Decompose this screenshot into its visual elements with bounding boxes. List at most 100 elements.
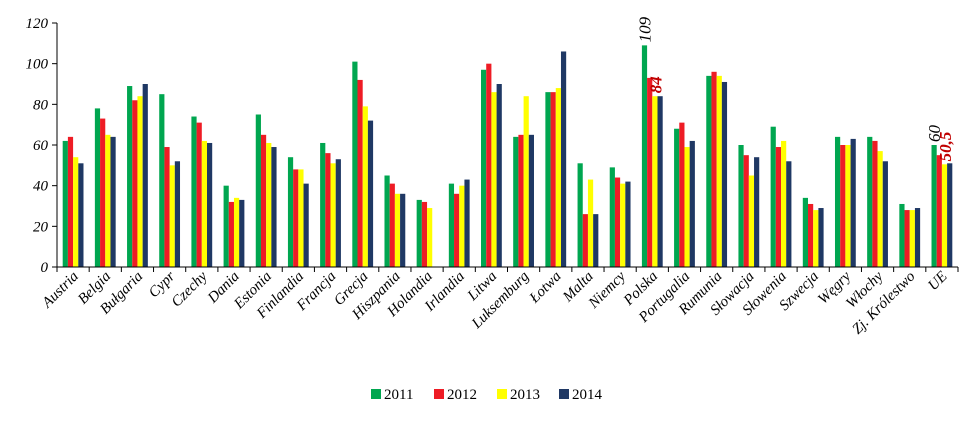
bar-2013-Francja [330,163,336,267]
bar-2012-Rumunia [711,71,717,267]
bar-2011-Malta [577,163,583,267]
bar-2014-Litwa [496,84,502,267]
legend-swatch-2014 [559,389,569,399]
bar-2014-Austria [78,163,84,267]
bar-2012-Estonia [260,134,267,267]
bar-2014-Irlandia [464,179,470,267]
bar-2013-Grecja [362,106,368,268]
bar-2013-Irlandia [459,185,465,267]
bar-2014-Słowenia [786,161,792,267]
bar-2011-Rumunia [706,75,712,268]
value-annotation: 60 [925,125,944,143]
bar-2013-Hiszpania [394,193,401,267]
bar-2013-Austria [73,157,79,267]
bar-2012-Włochy [872,140,878,267]
bar-2012-Zj. Królestwo [904,210,910,267]
legend-swatch-2012 [434,389,444,399]
bar-2014-Finlandia [303,183,309,267]
bar-2012-Finlandia [293,169,299,267]
bar-2011-Węgry [834,136,841,267]
bar-2011-Estonia [255,114,261,267]
value-annotation: 50,5 [936,131,955,161]
bar-2014-Dania [239,199,245,267]
bar-2011-UE [931,145,937,267]
bar-2013-Łotwa [555,88,561,267]
bar-2012-Austria [67,136,74,267]
y-tick-label: 0 [41,260,49,276]
bar-2011-Finlandia [287,157,294,267]
legend-label-2012: 2012 [447,387,477,403]
bar-2011-Litwa [481,69,487,268]
bar-2011-Portugalia [674,128,680,267]
bar-2012-Hiszpania [389,183,395,267]
bar-2013-Słowacja [748,175,755,267]
bar-2012-Luksemburg [518,134,524,267]
bar-2012-Portugalia [679,122,685,267]
x-tick-label: UE [925,269,950,294]
bar-2012-Bułgaria [132,100,138,268]
bar-2014-Zj. Królestwo [914,208,921,267]
x-tick-label: Czechy [169,268,211,310]
bar-2013-Czechy [201,140,207,267]
bar-2012-Dania [228,201,234,267]
bar-2013-Niemcy [620,183,626,267]
value-annotation: 109 [635,16,654,42]
bar-2011-Włochy [867,136,873,267]
y-tick-label: 20 [33,219,49,235]
bar-2014-Portugalia [689,140,695,267]
bar-2014-Polska [657,96,663,267]
bar-2011-Bułgaria [127,86,133,267]
bar-2014-Luksemburg [528,134,534,267]
bar-2011-Holandia [416,199,422,267]
bar-2011-Cypr [159,94,165,267]
bar-2013-Bułgaria [137,96,143,267]
bar-2013-Węgry [845,145,851,267]
legend-swatch-2013 [497,389,507,399]
y-axis: 0 20 40 60 80 100 120 [26,16,58,276]
bar-2013-Holandia [427,208,433,267]
bar-2011-Słowenia [770,126,776,267]
bar-2012-Cypr [164,147,170,267]
bar-2012-Niemcy [614,177,621,267]
bar-2014-Malta [593,214,599,267]
bar-2014-Włochy [882,161,888,267]
bar-2012-UE [936,155,942,267]
bar-2011-Słowacja [738,145,744,267]
bar-2013-Belgia [105,134,111,267]
bar-2014-Bułgaria [142,84,148,267]
bar-2012-Czechy [196,122,202,267]
bar-2014-Węgry [850,138,856,267]
y-tick-label: 40 [33,179,49,195]
bar-2013-Włochy [877,151,883,267]
y-tick-label: 120 [26,16,49,32]
y-tick-label: 80 [33,97,49,113]
bar-2012-Francja [325,153,331,267]
bar-2013-Rumunia [716,75,722,268]
bar-2014-Czechy [207,142,213,267]
bar-2013-Malta [587,179,594,267]
bar-2011-Dania [223,185,229,267]
bar-2011-Grecja [352,61,358,267]
bar-2011-Francja [320,142,326,267]
bar-2013-Portugalia [684,147,690,267]
bar-2014-Estonia [271,147,277,267]
bar-2013-Zj. Królestwo [909,210,915,267]
bar-2013-Szwecja [813,210,819,267]
bar-2011-Niemcy [609,167,615,267]
legend-label-2014: 2014 [572,387,603,403]
bar-2011-Austria [62,140,68,267]
bar-2012-Polska [647,77,653,268]
bar-2014-Hiszpania [400,193,406,267]
y-tick-label: 100 [26,57,49,73]
bar-2012-Malta [582,214,588,267]
bar-2014-Niemcy [625,181,631,267]
bar-2014-Rumunia [721,81,728,267]
bar-2013-Słowenia [781,140,787,267]
bar-2012-Węgry [840,145,846,267]
bar-2012-Grecja [357,79,363,268]
bar-2014-Słowacja [754,157,760,267]
legend-label-2013: 2013 [510,387,540,403]
bar-2012-Słowenia [775,147,782,267]
bar-2012-Łotwa [550,92,556,267]
